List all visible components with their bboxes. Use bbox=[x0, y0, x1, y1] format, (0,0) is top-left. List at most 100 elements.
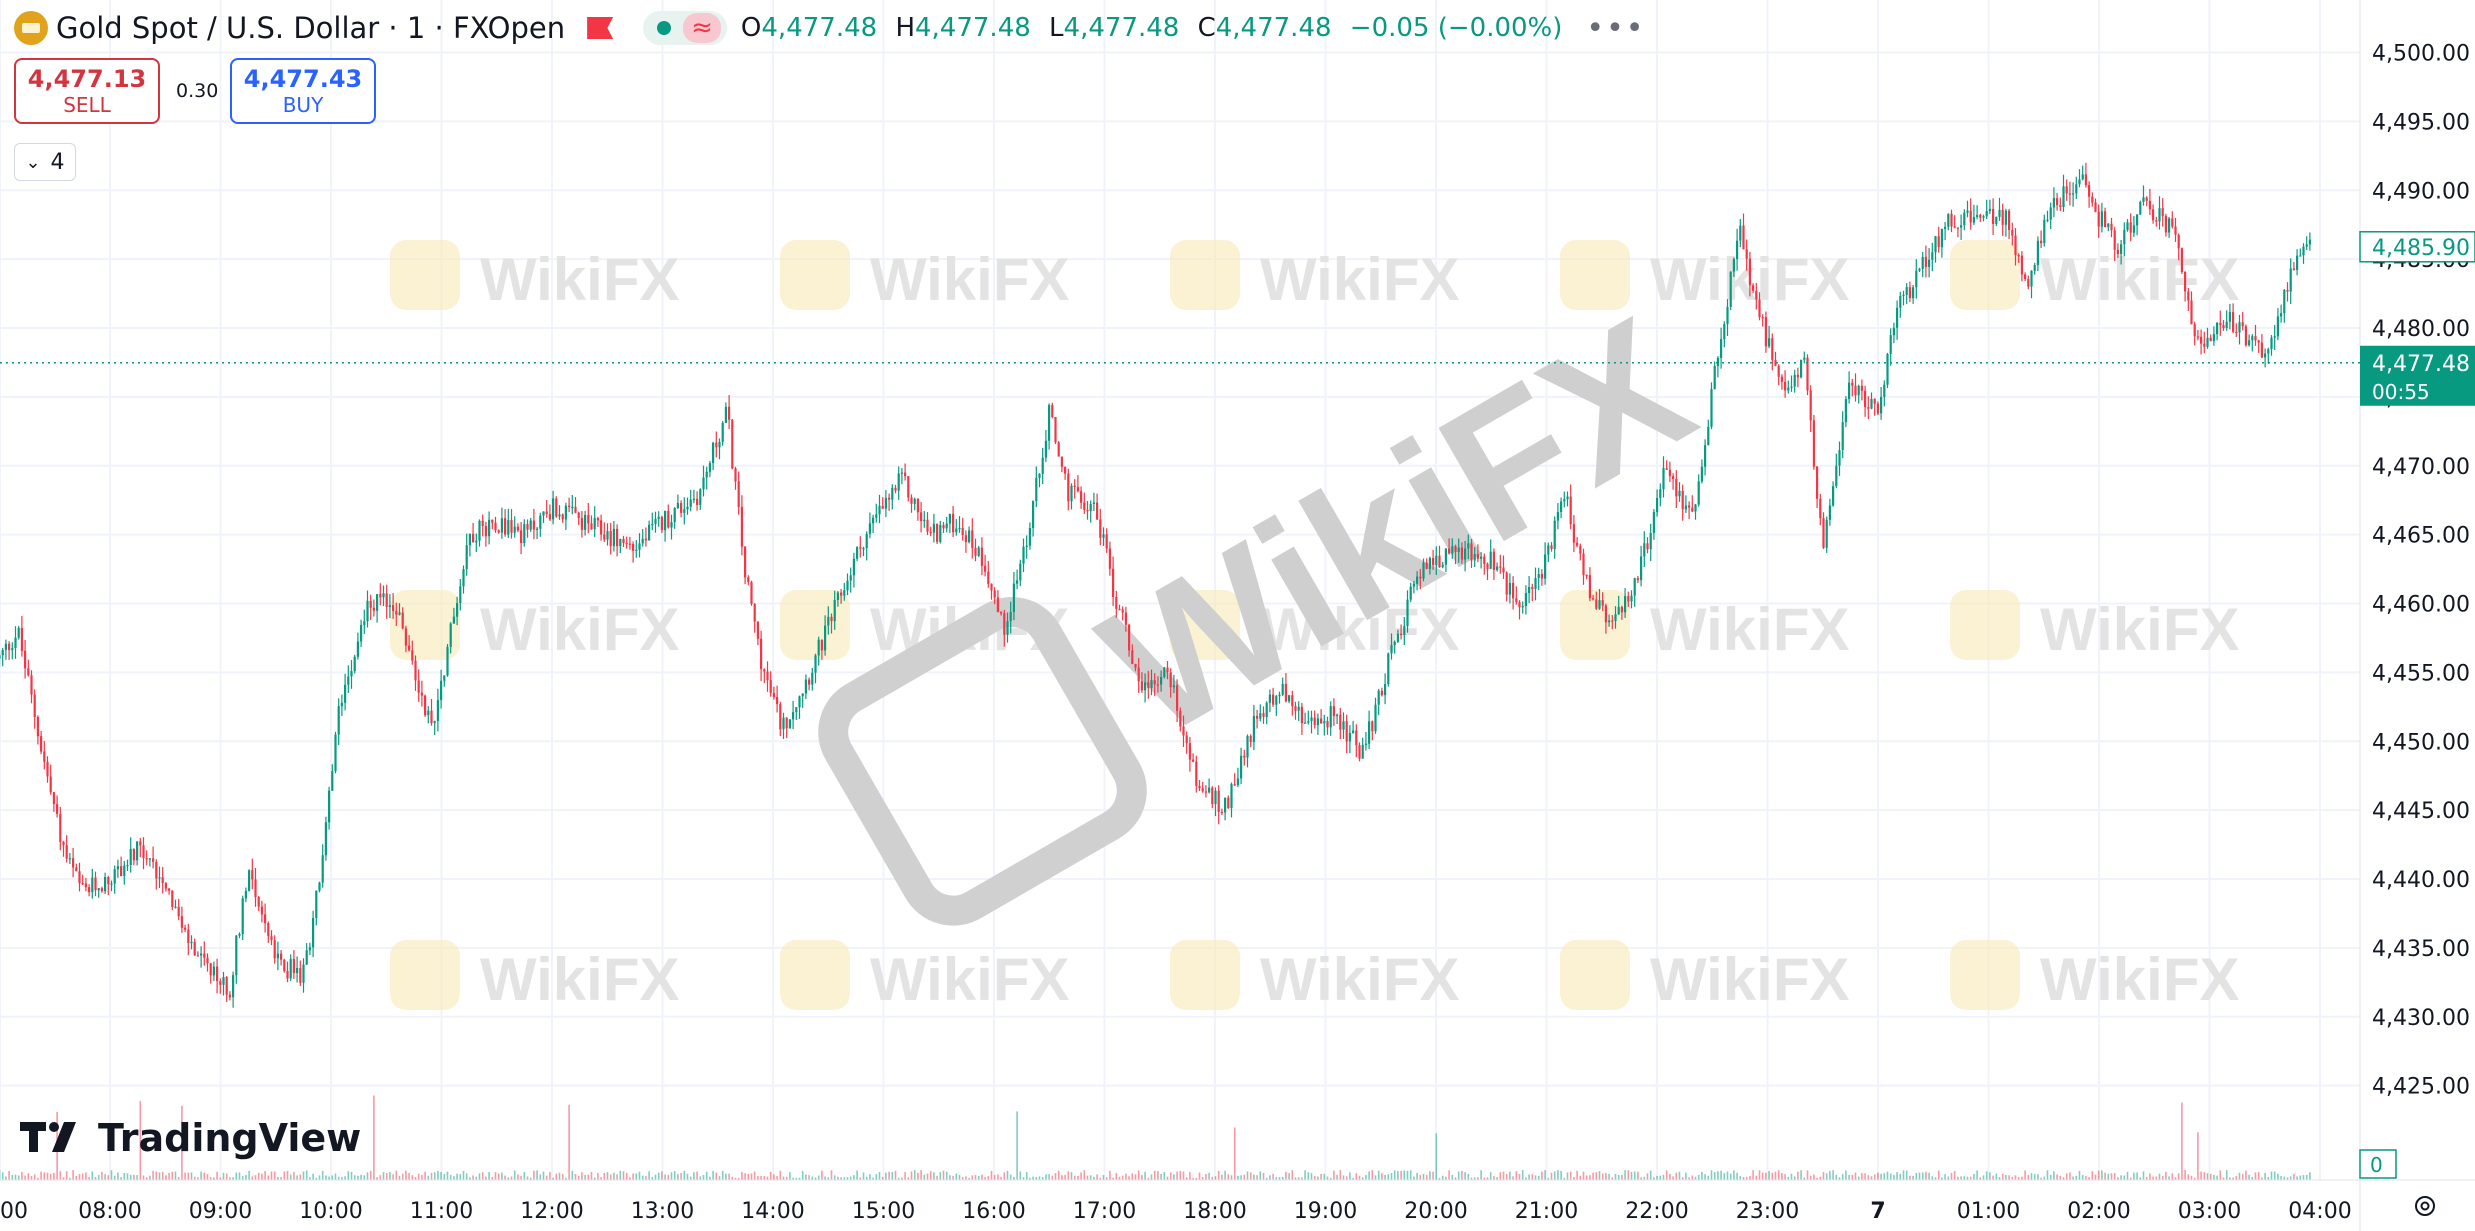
indicators-toggle-button[interactable]: ⌄ 4 bbox=[14, 143, 76, 181]
volume-bar bbox=[1166, 1176, 1169, 1180]
candle-body bbox=[1787, 387, 1790, 391]
candle-body bbox=[1694, 504, 1697, 512]
volume-bar bbox=[677, 1174, 679, 1180]
volume-bar bbox=[1486, 1177, 1489, 1180]
candle-body bbox=[2254, 336, 2257, 341]
volume-bar bbox=[1464, 1172, 1466, 1180]
candle-body bbox=[1268, 694, 1271, 703]
volume-bar bbox=[1451, 1174, 1454, 1180]
volume-bar bbox=[993, 1174, 996, 1180]
time-tick-label: 02:00 bbox=[2067, 1199, 2130, 1224]
volume-bar bbox=[2177, 1173, 2180, 1180]
volume-bar bbox=[2049, 1174, 2052, 1180]
volume-bar bbox=[590, 1171, 593, 1180]
volume-bar bbox=[443, 1174, 446, 1180]
volume-bar bbox=[289, 1174, 292, 1180]
volume-bar bbox=[280, 1176, 282, 1180]
more-options-icon[interactable]: ••• bbox=[1586, 10, 1646, 46]
candle-body bbox=[984, 565, 987, 572]
volume-bar bbox=[942, 1170, 945, 1180]
candle-body bbox=[91, 877, 94, 893]
candle-body bbox=[1656, 497, 1659, 513]
settings-gear-icon[interactable] bbox=[2412, 1193, 2438, 1219]
candle-body bbox=[1067, 473, 1070, 502]
candle-body bbox=[40, 736, 43, 752]
volume-bar bbox=[849, 1176, 852, 1180]
volume-bar bbox=[737, 1177, 740, 1180]
volume-bar bbox=[1525, 1177, 1527, 1180]
volume-bar bbox=[347, 1171, 350, 1180]
volume-bar bbox=[1848, 1174, 1850, 1180]
last-price-label: 4,485.90 bbox=[2372, 236, 2470, 261]
volume-bar bbox=[257, 1172, 260, 1180]
price-axis[interactable]: 4,500.004,495.004,490.004,485.004,480.00… bbox=[2359, 0, 2470, 1231]
volume-bar bbox=[459, 1174, 462, 1180]
volume-bar bbox=[1573, 1177, 1575, 1180]
volume-bar bbox=[705, 1171, 708, 1180]
candle-body bbox=[968, 530, 971, 543]
candle-body bbox=[987, 571, 990, 584]
volume-bar bbox=[312, 1173, 314, 1180]
sell-button[interactable]: 4,477.13 SELL bbox=[14, 58, 160, 124]
price-tick-label: 4,455.00 bbox=[2372, 661, 2470, 686]
volume-bar bbox=[1144, 1171, 1146, 1180]
volume-bar bbox=[981, 1174, 983, 1180]
volume-bar bbox=[1009, 1174, 1012, 1180]
volume-bar bbox=[1259, 1171, 1262, 1180]
candle-body bbox=[948, 513, 951, 524]
candle-body bbox=[2190, 300, 2193, 325]
market-status-pill[interactable]: ≈ bbox=[643, 11, 727, 45]
candle-body bbox=[408, 645, 411, 651]
tradingview-logo[interactable]: TradingView bbox=[20, 1116, 361, 1160]
volume-bar bbox=[37, 1177, 39, 1180]
candle-body bbox=[1896, 307, 1899, 328]
candle-body bbox=[1489, 551, 1492, 569]
volume-bar bbox=[2110, 1173, 2113, 1180]
volume-bar bbox=[2081, 1175, 2084, 1180]
candle-body bbox=[740, 506, 743, 547]
candle-body bbox=[1864, 390, 1867, 408]
candle-body bbox=[1956, 227, 1959, 229]
volume-bar bbox=[184, 1172, 186, 1180]
volume-bar bbox=[1515, 1171, 1518, 1180]
volume-bar bbox=[251, 1176, 254, 1180]
buy-button[interactable]: 4,477.43 BUY bbox=[230, 58, 376, 124]
symbol-title[interactable]: Gold Spot / U.S. Dollar · 1 · FXOpen bbox=[56, 11, 566, 45]
volume-bar bbox=[494, 1172, 497, 1180]
candle-body bbox=[168, 888, 171, 891]
time-axis[interactable]: 00 08:00 09:00 10:00 11:00 12:00 13:00 14:00 15:… bbox=[0, 1179, 2475, 1224]
candle-body bbox=[360, 624, 363, 642]
candle-body bbox=[120, 866, 123, 876]
candle-body bbox=[1540, 573, 1543, 579]
volume-bar bbox=[1361, 1177, 1364, 1180]
volume-bar bbox=[1115, 1173, 1118, 1180]
volume-bar bbox=[510, 1176, 513, 1180]
volume-bar bbox=[1896, 1172, 1898, 1180]
flag-icon[interactable] bbox=[587, 17, 614, 39]
candle-body bbox=[664, 510, 667, 531]
volume-bar bbox=[968, 1177, 970, 1180]
candle-body bbox=[68, 858, 71, 860]
volume-bar bbox=[1835, 1174, 1838, 1180]
candle-body bbox=[1409, 586, 1412, 600]
candle-body bbox=[1140, 681, 1143, 691]
candle-body bbox=[1179, 710, 1182, 727]
candle-body bbox=[1217, 790, 1220, 812]
volume-bar bbox=[1720, 1170, 1722, 1180]
volume-bar bbox=[1374, 1175, 1377, 1180]
candle-body bbox=[411, 650, 414, 661]
candle-body bbox=[337, 706, 340, 735]
volume-bar bbox=[2133, 1172, 2135, 1180]
volume-bar bbox=[78, 1174, 81, 1180]
volume-bar bbox=[325, 1175, 327, 1180]
volume-bar bbox=[123, 1172, 126, 1180]
candle-body bbox=[1854, 385, 1857, 396]
volume-bar bbox=[421, 1175, 423, 1180]
volume-bar bbox=[1617, 1174, 1620, 1180]
volume-bar bbox=[65, 1171, 68, 1180]
candle-body bbox=[584, 514, 587, 530]
candle-body bbox=[587, 514, 590, 524]
candle-body bbox=[404, 628, 407, 646]
candle-body bbox=[100, 888, 103, 892]
